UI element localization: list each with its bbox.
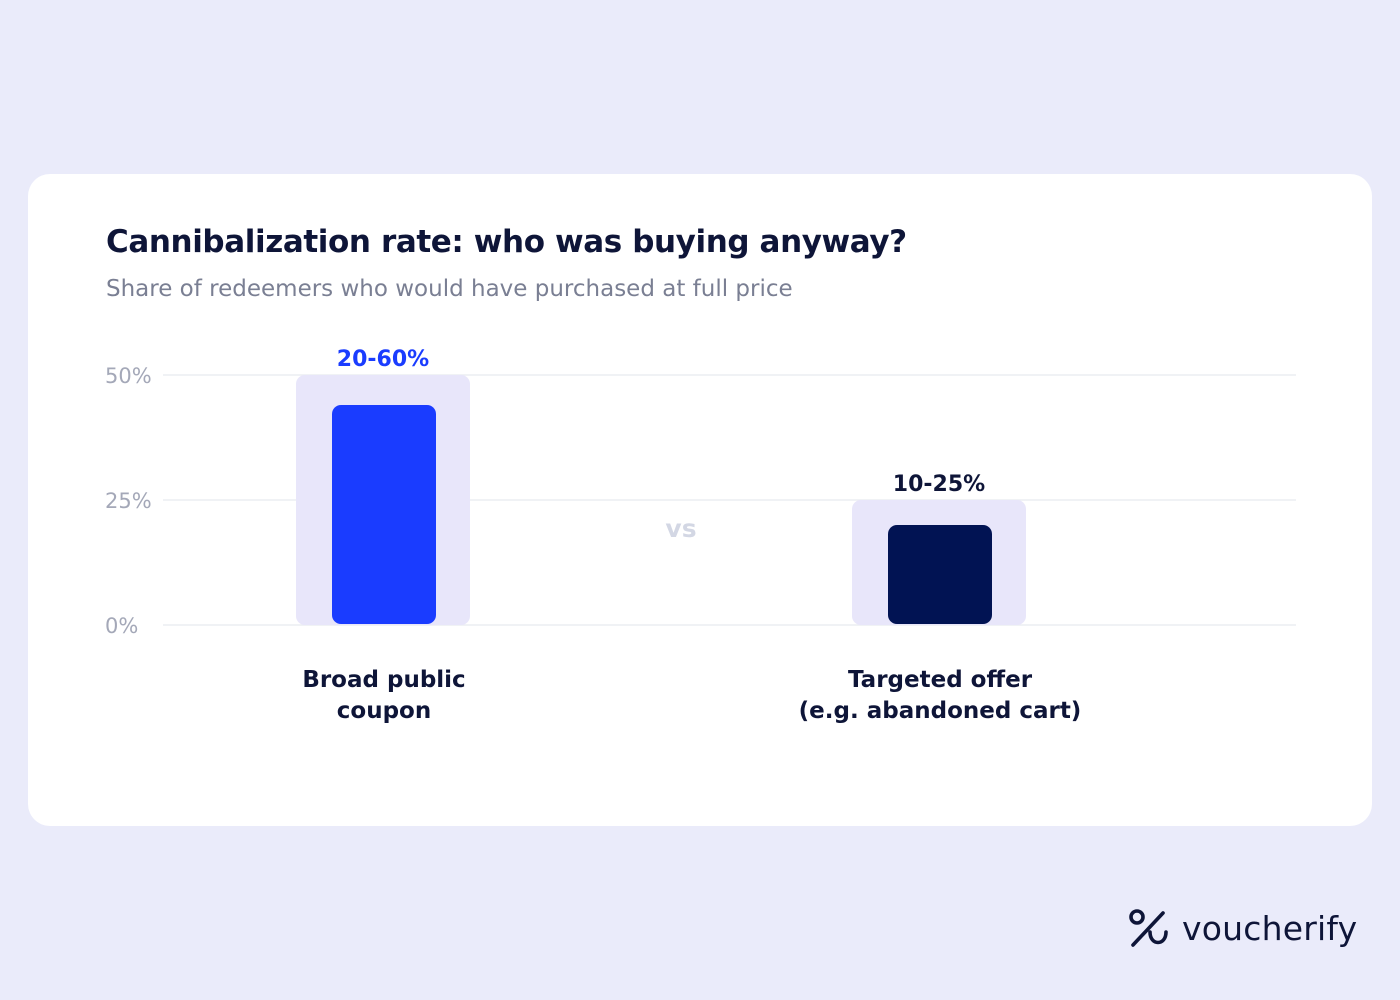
category-label-line: coupon (337, 698, 431, 724)
brand-logo: voucherify (1128, 908, 1357, 948)
category-label-line: (e.g. abandoned cart) (799, 698, 1082, 724)
y-tick-label: 0% (105, 614, 138, 638)
y-tick-label: 50% (105, 364, 152, 388)
category-label-line: Targeted offer (848, 667, 1033, 693)
y-tick-label: 25% (105, 489, 152, 513)
category-label: Targeted offer (e.g. abandoned cart) (799, 667, 1082, 724)
percent-icon (1129, 909, 1168, 947)
vs-label: vs (665, 514, 696, 543)
bar (888, 525, 992, 624)
data-label: 20-60% (337, 347, 429, 372)
bar (332, 405, 436, 624)
brand-name: voucherify (1182, 908, 1358, 948)
category-label-line: Broad public (302, 667, 465, 693)
data-label: 10-25% (893, 472, 985, 497)
chart-title: Cannibalization rate: who was buying any… (106, 224, 907, 260)
chart-subtitle: Share of redeemers who would have purcha… (106, 276, 793, 302)
category-label: Broad public coupon (302, 667, 465, 724)
